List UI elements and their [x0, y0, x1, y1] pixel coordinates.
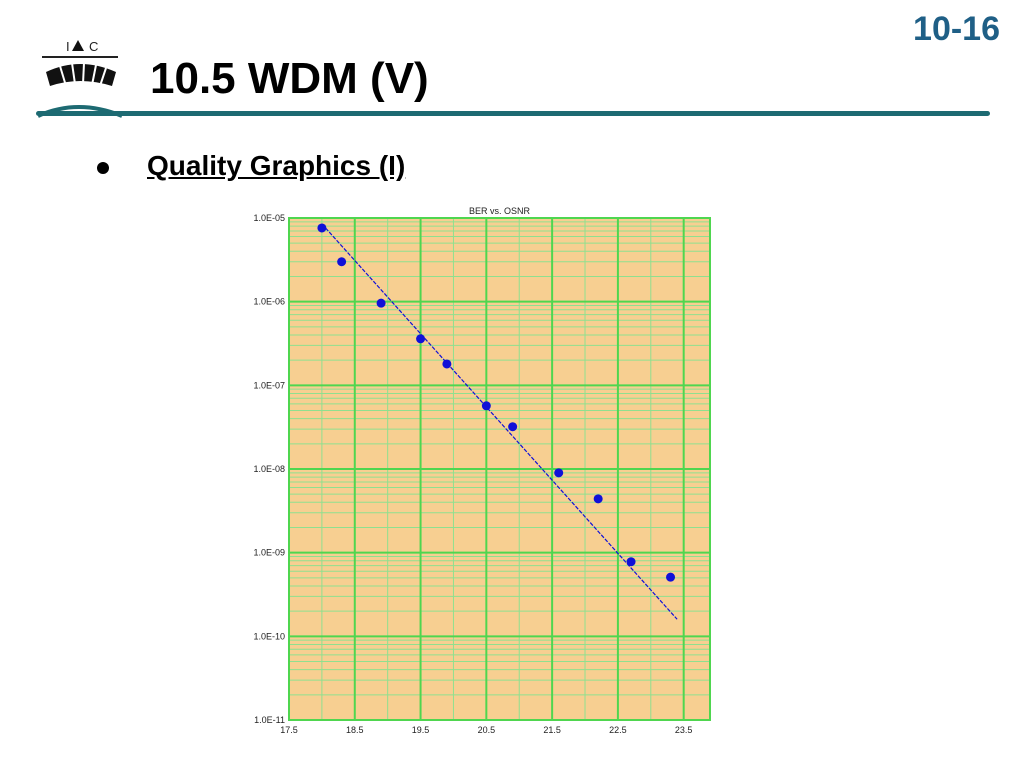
fit-line: [321, 223, 678, 620]
y-tick-label: 1.0E-10: [253, 631, 285, 641]
x-tick-label: 22.5: [609, 725, 627, 735]
bullet-marker: [97, 162, 109, 174]
data-point: [666, 572, 676, 582]
x-tick-label: 20.5: [478, 725, 496, 735]
data-point: [626, 557, 636, 567]
chart-frame: BER vs. OSNR 1.0E-05 1.0E-06 1.0E-07 1.0E-08…: [236, 204, 720, 742]
data-point: [593, 494, 603, 504]
data-point: [442, 359, 452, 369]
y-tick-label: 1.0E-07: [253, 380, 285, 390]
slide-number: 10-16: [913, 10, 1000, 48]
data-point: [337, 257, 347, 267]
y-tick-label: 1.0E-05: [253, 213, 285, 223]
plot-border: [288, 217, 711, 721]
x-tick-label: 19.5: [412, 725, 430, 735]
data-point: [481, 401, 491, 411]
logo-text-left: I: [66, 39, 70, 54]
y-tick-label: 1.0E-11: [254, 715, 285, 725]
iac-logo: I C: [38, 39, 122, 118]
x-tick-label: 21.5: [543, 725, 561, 735]
y-tick-label: 1.0E-08: [253, 464, 285, 474]
data-point: [376, 298, 386, 308]
title-rule: [36, 111, 990, 116]
y-tick-label: 1.0E-06: [253, 297, 285, 307]
ber-chart: BER vs. OSNR 1.0E-05 1.0E-06 1.0E-07 1.0E-08…: [253, 206, 711, 735]
data-point: [508, 422, 518, 432]
data-point: [416, 334, 426, 344]
x-tick-label: 18.5: [346, 725, 364, 735]
logo-text-right: C: [89, 39, 98, 54]
chart-title: BER vs. OSNR: [469, 206, 531, 216]
x-tick-label: 23.5: [675, 725, 693, 735]
bullet-text: Quality Graphics (I): [147, 150, 406, 181]
data-point: [554, 468, 564, 478]
y-tick-label: 1.0E-09: [253, 548, 285, 558]
slide-title: 10.5 WDM (V): [150, 54, 429, 103]
data-point: [317, 223, 327, 233]
x-tick-label: 17.5: [280, 725, 298, 735]
